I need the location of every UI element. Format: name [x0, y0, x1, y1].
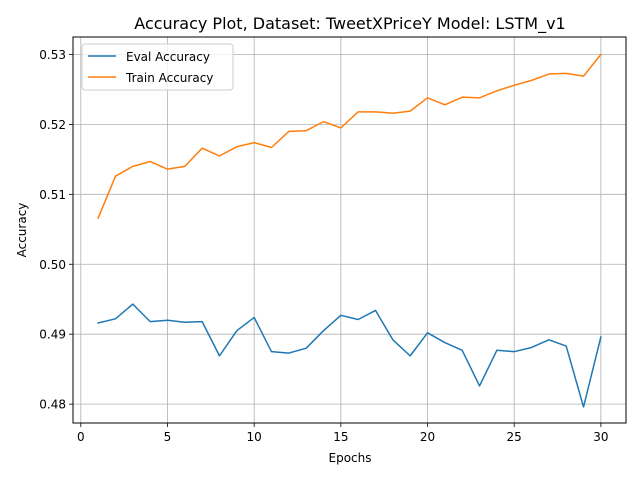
legend: Eval Accuracy Train Accuracy	[81, 43, 234, 91]
y-tick-label: 0.53	[39, 48, 66, 62]
grid-lines	[73, 37, 626, 423]
chart-title: Accuracy Plot, Dataset: TweetXPriceY Mod…	[134, 14, 565, 34]
x-tick-label: 10	[247, 430, 262, 444]
y-tick-label: 0.52	[39, 118, 66, 132]
legend-label-eval: Eval Accuracy	[126, 50, 210, 64]
plot-lines	[97, 53, 602, 408]
y-tick-label: 0.51	[39, 188, 66, 202]
y-axis-label: Accuracy	[15, 203, 29, 258]
y-tick-label: 0.49	[39, 328, 66, 342]
x-axis-label: Epochs	[329, 451, 372, 465]
series-line-eval	[97, 303, 602, 408]
x-tick-label: 30	[593, 430, 608, 444]
x-tick-label: 5	[164, 430, 172, 444]
x-tick-label: 20	[420, 430, 435, 444]
series-line-train	[97, 53, 602, 220]
y-tick-label: 0.48	[39, 398, 66, 412]
x-tick-label: 15	[333, 430, 348, 444]
legend-label-train: Train Accuracy	[125, 71, 213, 85]
plot-area-frame	[72, 36, 627, 424]
axis-ticks: 0 5 10 15 20 25 30 0.48 0.49 0.50 0.51 0.52 0.53	[39, 48, 608, 444]
x-tick-label: 25	[507, 430, 522, 444]
y-tick-label: 0.50	[39, 258, 66, 272]
legend-box	[81, 43, 234, 91]
x-tick-label: 0	[77, 430, 85, 444]
